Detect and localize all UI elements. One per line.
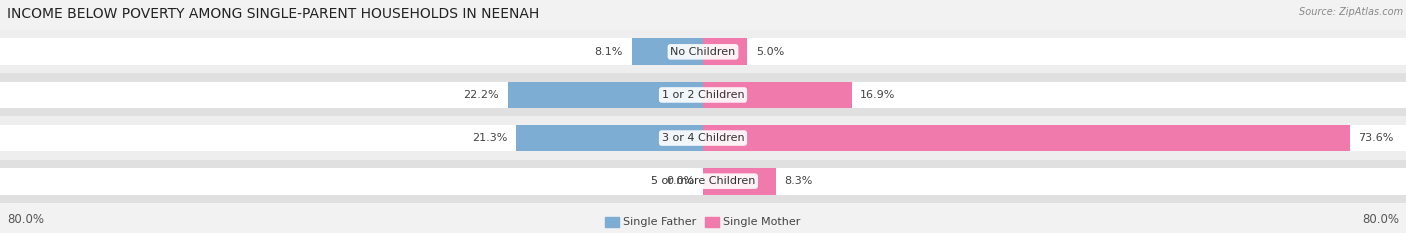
- Text: 73.6%: 73.6%: [1358, 133, 1393, 143]
- Text: INCOME BELOW POVERTY AMONG SINGLE-PARENT HOUSEHOLDS IN NEENAH: INCOME BELOW POVERTY AMONG SINGLE-PARENT…: [7, 7, 540, 21]
- Text: 5.0%: 5.0%: [756, 47, 785, 57]
- Text: 3 or 4 Children: 3 or 4 Children: [662, 133, 744, 143]
- Text: 21.3%: 21.3%: [471, 133, 508, 143]
- Bar: [0, 82, 1406, 108]
- Bar: [0, 73, 1406, 116]
- Bar: [0, 116, 1406, 160]
- Text: No Children: No Children: [671, 47, 735, 57]
- Bar: [508, 82, 703, 108]
- Bar: [631, 38, 703, 65]
- Text: Source: ZipAtlas.com: Source: ZipAtlas.com: [1299, 7, 1403, 17]
- Text: 8.3%: 8.3%: [785, 176, 813, 186]
- Text: 22.2%: 22.2%: [464, 90, 499, 100]
- Bar: [516, 125, 703, 151]
- Text: 80.0%: 80.0%: [7, 212, 44, 226]
- Bar: [0, 30, 1406, 73]
- Text: 0.0%: 0.0%: [666, 176, 695, 186]
- Bar: [0, 168, 1406, 195]
- Text: 80.0%: 80.0%: [1362, 212, 1399, 226]
- Bar: [0, 125, 1406, 151]
- Bar: [703, 38, 747, 65]
- Legend: Single Father, Single Mother: Single Father, Single Mother: [606, 217, 800, 227]
- Bar: [703, 168, 776, 195]
- Text: 16.9%: 16.9%: [860, 90, 896, 100]
- Bar: [703, 125, 1350, 151]
- Bar: [703, 82, 852, 108]
- Text: 5 or more Children: 5 or more Children: [651, 176, 755, 186]
- Text: 1 or 2 Children: 1 or 2 Children: [662, 90, 744, 100]
- Bar: [0, 160, 1406, 203]
- Text: 8.1%: 8.1%: [595, 47, 623, 57]
- Bar: [0, 38, 1406, 65]
